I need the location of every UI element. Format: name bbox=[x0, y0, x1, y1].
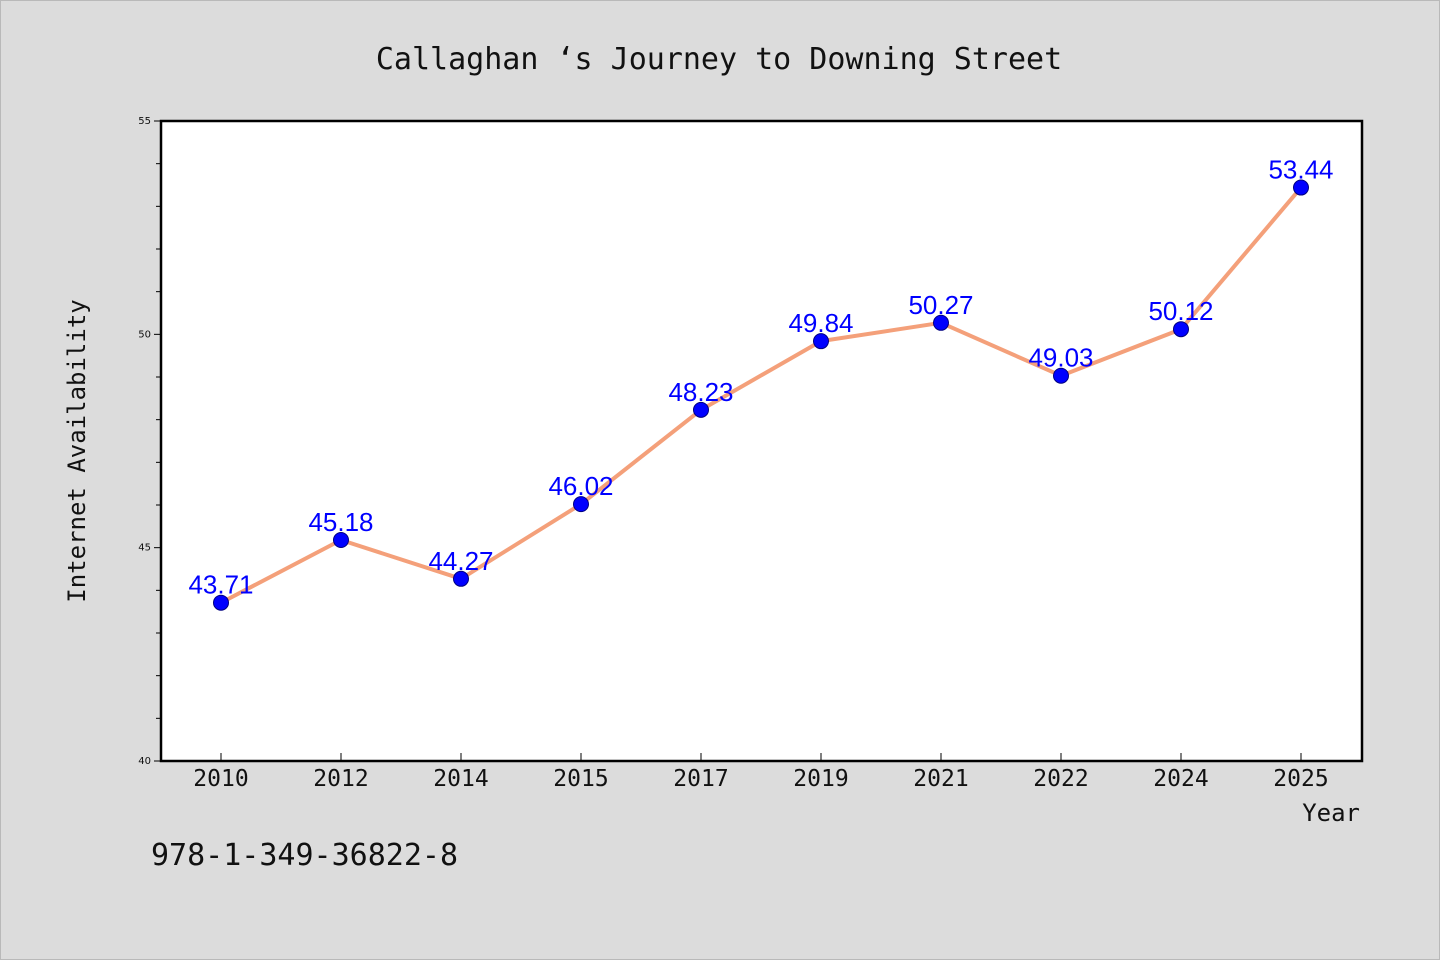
x-tick-label: 2015 bbox=[553, 766, 608, 792]
data-label: 48.23 bbox=[668, 377, 733, 407]
data-point bbox=[1053, 367, 1069, 384]
y-tick-label: 50 bbox=[138, 329, 151, 340]
data-label: 49.03 bbox=[1028, 343, 1093, 373]
plot-frame bbox=[159, 119, 1364, 763]
data-label: 46.02 bbox=[548, 471, 613, 501]
series-line bbox=[220, 186, 1303, 605]
data-point bbox=[453, 570, 469, 587]
data-point bbox=[1293, 179, 1309, 196]
data-label: 50.27 bbox=[908, 290, 973, 320]
x-tick-label: 2012 bbox=[313, 766, 368, 792]
data-point bbox=[213, 594, 229, 611]
x-axis-ticks: 2010 2012 2014 2015 2017 2019 2021 2022 2024 2025 bbox=[193, 753, 1329, 792]
data-label: 50.12 bbox=[1148, 296, 1213, 326]
data-point bbox=[573, 496, 589, 513]
y-axis-ticks: 40 45 50 55 bbox=[138, 116, 160, 767]
chart-title: Callaghan ‘s Journey to Downing Street bbox=[376, 42, 1062, 77]
x-tick-label: 2024 bbox=[1153, 766, 1208, 792]
data-point bbox=[693, 401, 709, 418]
y-tick-label: 45 bbox=[138, 543, 151, 554]
data-point bbox=[933, 314, 949, 331]
data-label: 53.44 bbox=[1268, 155, 1333, 185]
x-tick-label: 2010 bbox=[193, 766, 248, 792]
y-tick-label: 40 bbox=[138, 756, 151, 767]
data-labels: 43.71 45.18 44.27 46.02 48.23 49.84 50.27 49.03… bbox=[188, 155, 1333, 600]
x-tick-label: 2022 bbox=[1033, 766, 1088, 792]
x-axis-label: Year bbox=[1302, 799, 1360, 827]
y-axis-label: Internet Availability bbox=[63, 299, 91, 602]
data-point bbox=[333, 531, 349, 548]
data-label: 44.27 bbox=[428, 546, 493, 576]
x-tick-label: 2019 bbox=[793, 766, 848, 792]
data-point bbox=[813, 333, 829, 350]
plot-area bbox=[161, 121, 1362, 761]
series-markers bbox=[213, 179, 1309, 611]
isbn-text: 978-1-349-36822-8 bbox=[151, 838, 458, 873]
x-tick-label: 2025 bbox=[1273, 766, 1328, 792]
y-tick-label: 55 bbox=[138, 116, 151, 127]
data-label: 45.18 bbox=[308, 507, 373, 537]
data-label: 49.84 bbox=[788, 308, 853, 338]
x-tick-label: 2014 bbox=[433, 766, 488, 792]
x-tick-label: 2021 bbox=[913, 766, 968, 792]
x-tick-label: 2017 bbox=[673, 766, 728, 792]
data-label: 43.71 bbox=[188, 570, 253, 600]
data-point bbox=[1173, 321, 1189, 338]
